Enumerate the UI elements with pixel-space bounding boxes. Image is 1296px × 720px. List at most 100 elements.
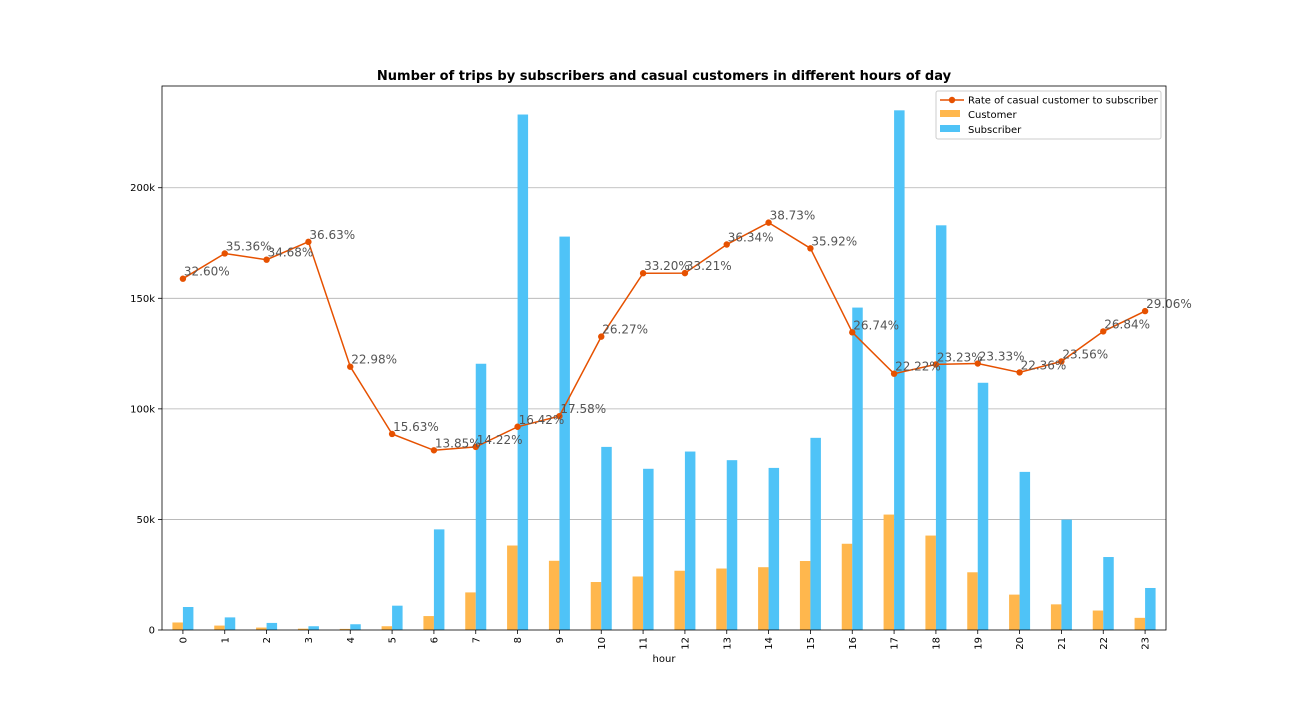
x-tick-label: 7: [471, 637, 482, 643]
gridlines: [162, 187, 1166, 520]
x-tick-label: 21: [1057, 637, 1068, 650]
rate-point: [932, 361, 940, 368]
customer-bar: [339, 628, 351, 630]
rate-label: 16.42%: [519, 413, 565, 427]
rate-point: [890, 370, 898, 377]
legend-box: [935, 90, 1162, 140]
legend-swatch-subscriber: [940, 125, 960, 132]
rate-point: [305, 238, 312, 246]
rate-label: 36.63%: [309, 228, 355, 242]
rate-point: [472, 443, 479, 451]
rate-label: 38.73%: [770, 209, 816, 223]
rate-point: [723, 241, 730, 248]
rate-line-group: [179, 219, 1149, 454]
customer-bar: [632, 576, 644, 630]
x-tick-label: 11: [639, 637, 650, 650]
rate-point: [430, 447, 438, 454]
subscriber-bar: [308, 626, 319, 630]
customer-bar: [214, 625, 225, 630]
x-tick-label: 20: [1015, 637, 1026, 650]
customer-bar: [423, 616, 434, 630]
subscriber-bar: [1103, 557, 1114, 630]
rate-point: [221, 250, 228, 257]
x-tick-label: 13: [722, 637, 733, 650]
subscriber-bar: [684, 451, 696, 630]
rate-label: 22.36%: [1021, 358, 1067, 372]
x-tick-label: 3: [304, 637, 315, 643]
customer-bar: [1009, 594, 1020, 630]
rate-label: 13.85%: [435, 436, 481, 450]
customer-bar: [507, 545, 518, 630]
y-tick-label: 150k: [130, 294, 155, 305]
legend-label-customer: Customer: [968, 110, 1017, 121]
customer-bar: [799, 561, 811, 630]
x-axis-label: hour: [653, 654, 677, 665]
customer-bar: [841, 543, 853, 630]
rate-point: [681, 269, 689, 277]
rate-point: [849, 329, 856, 336]
y-tick-label: 0: [149, 626, 155, 637]
customer-bar: [381, 626, 393, 630]
x-tick-label: 1: [220, 637, 231, 643]
rate-label: 22.98%: [351, 353, 397, 367]
rate-label: 34.68%: [268, 246, 314, 260]
x-tick-label: 0: [178, 637, 189, 643]
x-tick-label: 15: [806, 637, 817, 650]
rate-label: 33.20%: [644, 259, 690, 273]
x-tick-label: 9: [555, 637, 566, 643]
x-tick-label: 5: [388, 637, 399, 643]
subscriber-bar: [935, 225, 947, 630]
rate-point: [347, 363, 354, 370]
subscriber-bar: [350, 624, 361, 630]
subscriber-bar: [224, 617, 236, 630]
subscriber-bar: [475, 363, 487, 630]
x-tick-label: 18: [931, 637, 942, 650]
subscriber-bar: [182, 607, 194, 630]
subscriber-bar: [643, 468, 654, 630]
rate-label: 32.60%: [184, 265, 230, 279]
customer-bar: [674, 570, 685, 630]
subscriber-bar: [726, 460, 738, 630]
rate-point: [514, 423, 521, 430]
rate-label: 22.22%: [895, 360, 941, 374]
subscriber-bar: [768, 467, 780, 630]
legend-label-subscriber: Subscriber: [968, 125, 1022, 136]
customer-bar: [465, 592, 476, 630]
customer-bar: [1134, 617, 1146, 630]
rate-point: [765, 219, 772, 226]
subscriber-bar: [977, 382, 989, 630]
plot-frame: [161, 85, 1167, 631]
x-tick-label: 2: [262, 637, 273, 643]
subscriber-bar: [852, 307, 863, 630]
legend-swatch-customer: [940, 110, 960, 117]
rate-label: 17.58%: [560, 402, 606, 416]
subscriber-bar: [392, 605, 403, 630]
subscriber-bar: [601, 446, 612, 630]
rate-point: [263, 256, 270, 263]
rate-label: 23.56%: [1062, 347, 1108, 361]
x-tick-label: 8: [513, 637, 524, 643]
rate-point: [388, 430, 396, 438]
subscriber-bar: [810, 437, 821, 630]
customer-bar: [716, 568, 727, 630]
rate-point: [807, 245, 814, 252]
rate-point: [1016, 369, 1023, 376]
customer-bar: [548, 560, 560, 630]
rate-label: 36.34%: [728, 230, 774, 244]
y-tick-label: 200k: [130, 183, 155, 194]
rate-label: 26.74%: [853, 318, 899, 332]
customer-bar: [297, 628, 309, 630]
x-tick-label: 14: [764, 637, 775, 650]
y-tick-label: 100k: [130, 404, 155, 415]
subscriber-bar: [433, 529, 445, 630]
customer-bar: [1050, 604, 1062, 630]
x-tick-label: 19: [973, 637, 984, 650]
legend: Rate of casual customer to subscriber Cus…: [935, 90, 1162, 140]
legend-label-rate: Rate of casual customer to subscriber: [968, 96, 1159, 107]
rate-point: [556, 412, 563, 420]
customer-bar: [758, 567, 769, 630]
subscriber-bar: [1145, 587, 1156, 630]
customer-bar: [925, 535, 936, 630]
